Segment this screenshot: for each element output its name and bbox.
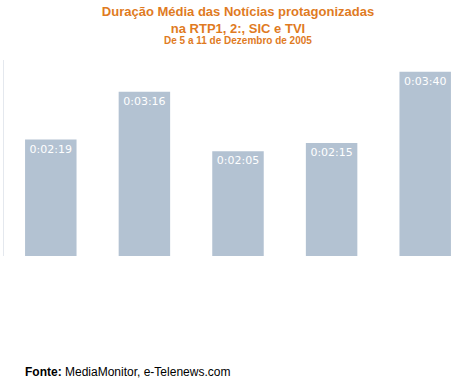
svg-text:0:03:40: 0:03:40 xyxy=(404,75,446,88)
svg-text:0:02:15: 0:02:15 xyxy=(310,146,352,159)
svg-text:De 5 a 11 de Dezembro de 2005: De 5 a 11 de Dezembro de 2005 xyxy=(164,35,312,46)
svg-text:0:02:05: 0:02:05 xyxy=(217,154,259,167)
svg-text:0:02:19: 0:02:19 xyxy=(30,143,72,156)
svg-text:0:03:16: 0:03:16 xyxy=(123,95,165,108)
svg-text:Fonte: MediaMonitor, e-Telenew: Fonte: MediaMonitor, e-Telenews.com xyxy=(25,365,230,379)
svg-text:Duração Média das Notícias pro: Duração Média das Notícias protagonizada… xyxy=(102,4,374,36)
